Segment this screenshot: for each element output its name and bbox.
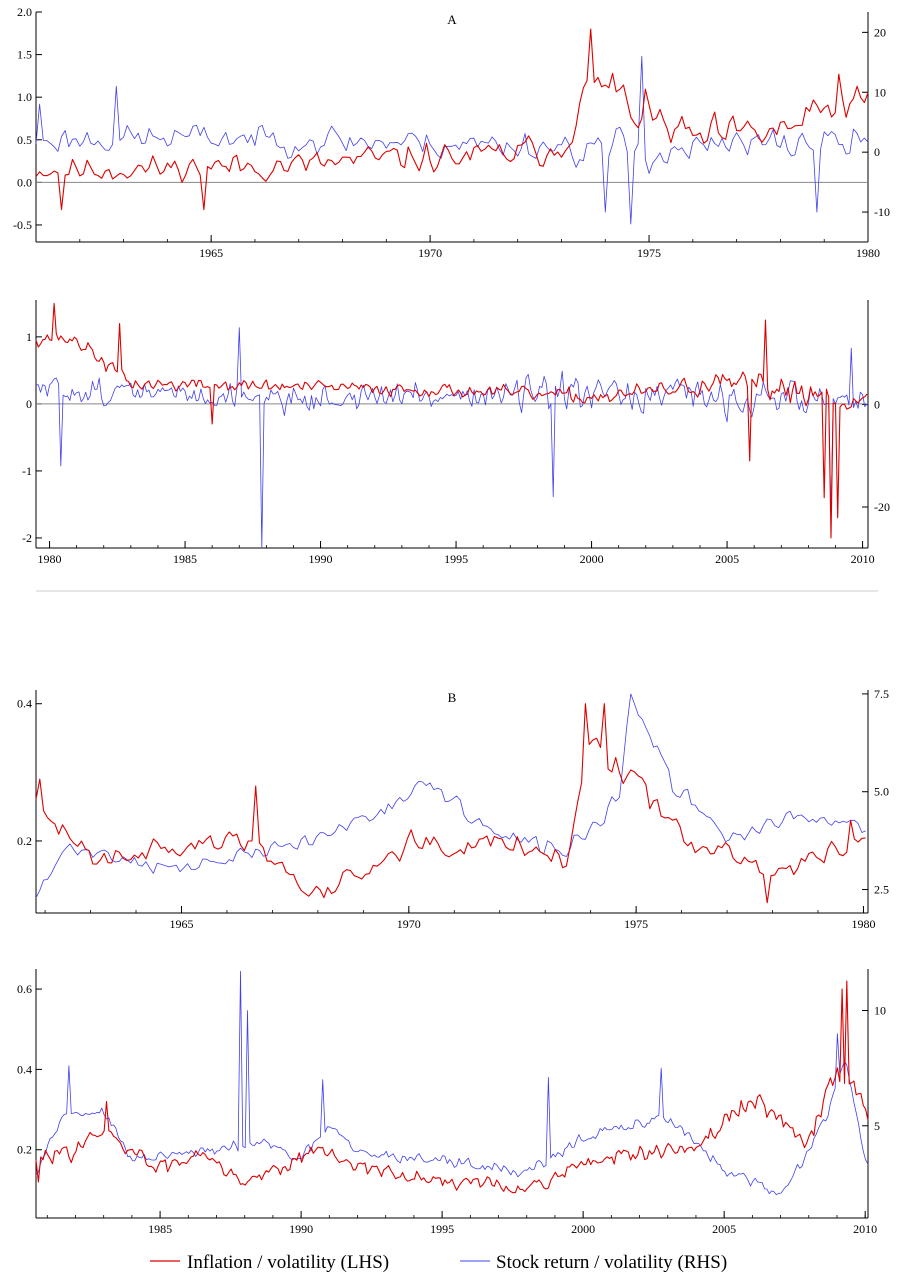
y-right-tick-label: 7.5 [874, 687, 889, 701]
stock-series-line [35, 693, 866, 898]
panel-title: B [448, 690, 457, 705]
x-tick-label: 2010 [853, 1222, 877, 1236]
y-right-tick-label: 20 [874, 25, 886, 39]
inflation-series-line [35, 302, 868, 539]
x-tick-label: 1995 [430, 1222, 454, 1236]
x-tick-label: 1985 [148, 1222, 172, 1236]
panel-title: A [447, 12, 457, 27]
x-tick-label: 2000 [571, 1222, 595, 1236]
inflation-series-line [35, 28, 869, 211]
y-right-tick-label: -20 [874, 500, 890, 514]
y-left-tick-label: 0.4 [17, 1062, 32, 1076]
y-left-tick-label: -0.5 [13, 218, 32, 232]
x-tick-label: 2005 [715, 552, 739, 566]
stock-series-line [35, 327, 868, 549]
y-left-tick-label: 0.6 [17, 982, 32, 996]
y-left-tick-label: 0.4 [17, 697, 32, 711]
y-left-tick-label: 0.2 [17, 834, 32, 848]
y-left-tick-label: 1 [26, 330, 32, 344]
x-tick-label: 1980 [851, 917, 875, 931]
y-right-tick-label: 2.5 [874, 883, 889, 897]
x-tick-label: 1990 [289, 1222, 313, 1236]
y-left-tick-label: -1 [22, 464, 32, 478]
x-tick-label: 1990 [309, 552, 333, 566]
legend: Inflation / volatility (LHS) Stock retur… [150, 1252, 727, 1273]
panel-a-bottom-chart: 1980 1985 1990 1995 2000 2005 2010 -2 -1 0 1 -20 0 [22, 300, 890, 566]
x-tick-label: 1975 [637, 246, 661, 260]
y-right-tick-label: 0 [874, 145, 880, 159]
inflation-series-line [35, 703, 866, 904]
panel-b-bottom-chart: 1985 1990 1995 2000 2005 2010 0.2 0.4 0.6 5 10 [17, 969, 886, 1236]
y-left-tick-label: 0.2 [17, 1143, 32, 1157]
y-left-tick-label: 0.5 [17, 133, 32, 147]
y-right-tick-label: 5 [874, 1119, 880, 1133]
y-left-tick-label: 0.0 [17, 175, 32, 189]
x-tick-label: 1980 [856, 246, 880, 260]
y-left-tick-label: 0 [26, 397, 32, 411]
legend-inflation-label: Inflation / volatility (LHS) [187, 1252, 389, 1273]
y-right-tick-label: 10 [874, 85, 886, 99]
x-tick-label: 1980 [38, 552, 62, 566]
stock-series-line [35, 970, 869, 1196]
y-right-tick-label: 0 [874, 398, 880, 412]
x-tick-label: 2010 [851, 552, 875, 566]
x-tick-label: 2005 [712, 1222, 736, 1236]
x-tick-label: 1965 [199, 246, 223, 260]
y-right-tick-label: 5.0 [874, 785, 889, 799]
y-right-tick-label: -10 [874, 205, 890, 219]
x-tick-label: 1975 [624, 917, 648, 931]
inflation-series-line [35, 980, 869, 1194]
y-left-tick-label: 1.0 [17, 90, 32, 104]
x-tick-label: 1995 [444, 552, 468, 566]
x-tick-label: 2000 [580, 552, 604, 566]
x-tick-label: 1985 [173, 552, 197, 566]
stock-series-line [35, 55, 869, 225]
y-left-tick-label: 2.0 [17, 5, 32, 19]
panel-a-top-chart: 1965 1970 1975 1980 -0.5 0.0 0.5 1.0 1.5 2.0 -10 0 1… [13, 5, 890, 260]
panel-b-top-chart: 1965 1970 1975 1980 0.2 0.4 2.5 5.0 7.5 B [17, 687, 889, 931]
y-left-tick-label: -2 [22, 531, 32, 545]
y-right-tick-label: 10 [874, 1004, 886, 1018]
x-tick-label: 1965 [169, 917, 193, 931]
x-tick-label: 1970 [397, 917, 421, 931]
legend-stock-label: Stock return / volatility (RHS) [496, 1252, 727, 1273]
x-tick-label: 1970 [418, 246, 442, 260]
y-left-tick-label: 1.5 [17, 48, 32, 62]
